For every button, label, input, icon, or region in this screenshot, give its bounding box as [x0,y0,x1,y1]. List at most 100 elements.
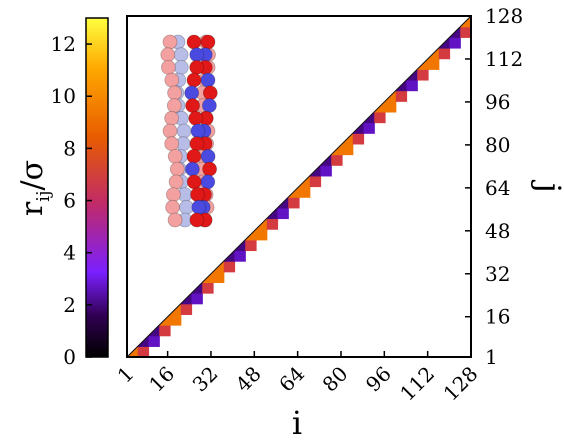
heatmap-cell [331,154,343,166]
heatmap-cell [191,250,203,262]
heatmap-cell [352,90,365,102]
heatmap-cell [320,111,332,124]
y-tick-label: 128 [485,4,523,28]
heatmap-cell [288,47,300,60]
heatmap-cell [277,122,289,134]
heatmap-cell [127,26,139,38]
heatmap-cell [299,154,311,166]
heatmap-cell [191,293,203,305]
heatmap-cell [159,229,171,241]
helix-bead [168,174,184,190]
heatmap-cell [256,26,268,38]
heatmap-cell [148,37,160,49]
heatmap-cell [245,69,257,81]
heatmap-cell [234,207,246,220]
heatmap-cell [202,16,214,28]
heatmap-cell [406,37,418,49]
heatmap-cell [137,218,150,230]
helix-bead [186,34,202,50]
heatmap-cell [449,37,461,49]
heatmap-cell [127,133,139,145]
heatmap-cell [202,229,214,241]
heatmap-cell [148,207,160,220]
heatmap-cell [374,16,386,28]
heatmap-cell [127,69,139,81]
heatmap-cell [191,271,203,284]
helix-bead [189,136,205,152]
heatmap-cell [137,16,150,28]
heatmap-cell [170,271,182,284]
heatmap-cell [331,16,343,28]
heatmap-cell [223,37,236,49]
heatmap-cell [159,293,171,305]
heatmap-cell [137,325,150,337]
heatmap-cell [137,250,150,262]
heatmap-cell [299,133,311,145]
heatmap-cell [406,47,418,60]
heatmap-cell [234,79,246,92]
heatmap-cell [223,69,236,81]
heatmap-cell [406,58,418,70]
heatmap-cell [180,239,193,252]
heatmap-cell [406,79,418,92]
heatmap-cell [234,47,246,60]
heatmap-cell [309,111,322,124]
heatmap-cell [127,175,139,188]
heatmap-cell [223,26,236,38]
heatmap-cell [331,47,343,60]
heatmap-cell [266,197,279,209]
y-tick-label: 32 [485,262,510,286]
heatmap-cell [460,26,471,38]
heatmap-cell [127,239,139,252]
heatmap-cell [320,122,332,134]
helix-bead [186,148,202,164]
heatmap-cell [245,90,257,102]
heatmap-cell [180,250,193,262]
heatmap-cell [180,282,193,294]
heatmap-cell [342,26,354,38]
heatmap-cell [170,261,182,273]
heatmap-cell [374,111,386,124]
heatmap-cell [256,69,268,81]
colorbar-ticks: 0 2 4 6 8 10 12 [51,32,92,369]
x-axis-label: i [292,404,302,440]
heatmap-cell [385,79,397,92]
heatmap-cell [277,26,289,38]
heatmap-cell [148,101,160,113]
heatmap-cell [191,229,203,241]
heatmap-cell [137,261,150,273]
heatmap-cell [127,207,139,220]
heatmap-cell [234,69,246,81]
heatmap-cell [363,47,375,60]
heatmap-cell [170,293,182,305]
helix-bead [184,161,200,177]
heatmap-cell [127,37,139,49]
heatmap-cell [148,335,160,347]
heatmap-cell [288,122,300,134]
heatmap-cell [266,79,279,92]
heatmap-cell [342,69,354,81]
heatmap-cell [148,122,160,134]
heatmap-cell [256,90,268,102]
heatmap-cell [223,175,236,188]
heatmap-cell [352,16,365,28]
heatmap-cell [148,239,160,252]
heatmap-cell [266,90,279,102]
heatmap-cell [342,122,354,134]
heatmap-cell [277,47,289,60]
heatmap-cell [277,133,289,145]
heatmap-cell [385,101,397,113]
colorbar: 0 2 4 6 8 10 12 rij/σ [15,17,109,369]
helix-bead [167,148,183,164]
heatmap-cell [148,58,160,70]
heatmap-cell [127,143,139,156]
heatmap-cell [127,271,139,284]
heatmap-cell [202,261,214,273]
heatmap-cell [363,90,375,102]
heatmap-cell [363,69,375,81]
heatmap-cell [213,16,225,28]
heatmap-cell [137,229,150,241]
heatmap-cell [202,239,214,252]
heatmap-cell [159,239,171,252]
